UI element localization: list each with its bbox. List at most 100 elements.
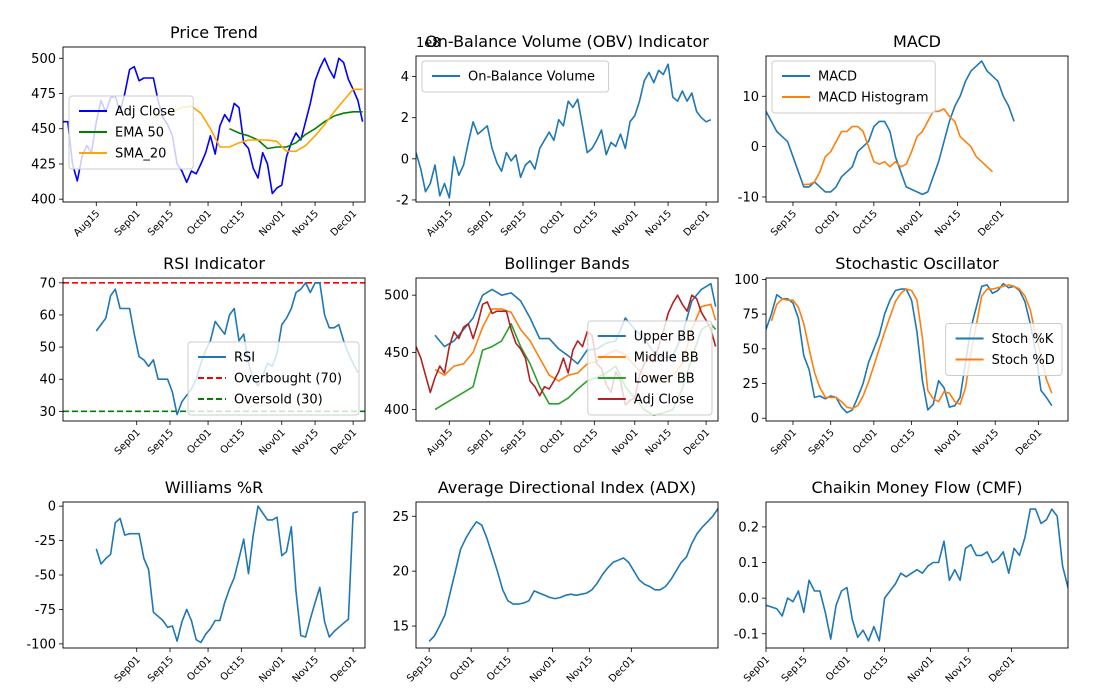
- cmf-ytick-label: 0.0: [738, 592, 759, 607]
- macd-ytick-label: 0: [751, 140, 759, 155]
- obv-title: On-Balance Volume (OBV) Indicator: [425, 32, 709, 51]
- adx-xtick-label: Oct15: [485, 654, 514, 683]
- adx-chart: Average Directional Index (ADX) 15 20 25 Sep…: [392, 478, 719, 685]
- bollinger-title: Bollinger Bands: [504, 254, 629, 273]
- adx-ytick-label: 15: [392, 620, 409, 635]
- price-trend-legend-label: SMA_20: [115, 147, 166, 162]
- price-trend-xtick-label: Aug15: [72, 208, 103, 239]
- price-trend-ytick-label: 475: [31, 87, 56, 102]
- price-trend-legend-label: Adj Close: [115, 105, 175, 120]
- williams-xtick-label: Oct01: [185, 654, 214, 683]
- williams-title: Williams %R: [165, 478, 263, 497]
- obv-xtick-label: Sep15: [499, 208, 529, 238]
- cmf-chart: Chaikin Money Flow (CMF) -0.1 0.0 0.1 0.2 Sep…: [734, 478, 1069, 685]
- williams-ytick-label: -25: [35, 534, 56, 549]
- stochastic-title: Stochastic Oscillator: [835, 254, 999, 273]
- obv-ytick-label: 0: [401, 152, 409, 167]
- obv-ytick-label: 2: [401, 111, 409, 126]
- price-trend-legend-box: [68, 95, 194, 170]
- price-trend-legend: Adj Close EMA 50 SMA_20: [68, 95, 194, 170]
- williams-xtick-label: Nov01: [257, 654, 288, 685]
- price-trend-xtick-label: Oct15: [218, 208, 247, 237]
- rsi-xtick-label: Dec01: [329, 427, 359, 457]
- stochastic-ytick-label: 100: [734, 273, 759, 288]
- stochastic-ytick-label: 75: [742, 308, 759, 323]
- rsi-ytick-label: 70: [39, 276, 56, 291]
- bollinger-ytick-label: 450: [384, 346, 409, 361]
- cmf-ytick-label: 0.1: [738, 556, 759, 571]
- bollinger-legend-label: Upper BB: [634, 330, 695, 345]
- stochastic-series-1-line: [770, 284, 1053, 410]
- stochastic-xtick-label: Sep01: [769, 427, 799, 457]
- bollinger-chart: Bollinger Bands 400 450 500 Aug15 Sep01 Sep15 O…: [384, 254, 719, 458]
- obv-xtick-label: Aug15: [425, 208, 456, 239]
- bollinger-xtick-label: Aug15: [425, 427, 456, 458]
- obv-ytick-label: 4: [401, 70, 409, 85]
- adx-axes-frame: [415, 501, 719, 649]
- bollinger-legend-box: [587, 320, 713, 416]
- obv-xtick-label: Nov01: [610, 208, 641, 239]
- adx-series-0-line: [428, 508, 718, 642]
- macd-ytick-label: 10: [742, 90, 759, 105]
- stochastic-xtick-label: Oct01: [851, 427, 880, 456]
- rsi-xtick-label: Oct15: [218, 427, 247, 456]
- price-trend-axes-frame: [62, 46, 366, 203]
- stochastic-legend: Stoch %K Stoch %D: [945, 323, 1063, 376]
- williams-xtick-label: Oct15: [218, 654, 247, 683]
- williams-ytick-label: 0: [48, 500, 56, 515]
- williams-xtick-label: Dec01: [329, 654, 359, 684]
- macd-title: MACD: [893, 32, 941, 51]
- macd-legend-label: MACD Histogram: [818, 91, 929, 106]
- obv-axes-frame: [415, 55, 719, 203]
- obv-ytick-label: -2: [396, 193, 409, 208]
- adx-ytick-label: 20: [392, 565, 409, 580]
- stochastic-legend-label: Stoch %K: [992, 332, 1054, 347]
- adx-xtick-label: Nov01: [528, 654, 559, 685]
- rsi-legend-label: RSI: [234, 351, 255, 366]
- cmf-title: Chaikin Money Flow (CMF): [812, 478, 1023, 497]
- williams-axes-frame: [62, 501, 366, 649]
- cmf-xtick-label: Sep15: [780, 654, 810, 684]
- bollinger-xtick-label: Oct15: [571, 427, 600, 456]
- bollinger-xtick-label: Nov15: [644, 427, 675, 458]
- stochastic-ytick-label: 25: [742, 377, 759, 392]
- cmf-xtick-label: Sep01: [742, 654, 772, 684]
- stochastic-xtick-label: Oct15: [889, 427, 918, 456]
- obv-xtick-label: Oct01: [538, 208, 567, 237]
- obv-legend: On-Balance Volume: [421, 60, 610, 93]
- cmf-xtick-label: Nov01: [906, 654, 937, 685]
- stochastic-xtick-label: Dec01: [1014, 427, 1044, 457]
- macd-series-0-line: [766, 60, 1015, 196]
- macd-xtick-label: Nov15: [933, 208, 964, 239]
- rsi-axes-frame: [62, 277, 366, 422]
- rsi-xtick-label: Sep01: [113, 427, 143, 457]
- adx-title: Average Directional Index (ADX): [438, 478, 696, 497]
- adx-xtick-label: Oct01: [448, 654, 477, 683]
- williams-series-0-line: [95, 505, 359, 644]
- cmf-ytick-label: 0.2: [738, 520, 759, 535]
- price-trend-xtick-label: Oct01: [185, 208, 214, 237]
- macd-legend-box: [771, 60, 936, 114]
- stochastic-xtick-label: Sep15: [807, 427, 837, 457]
- stochastic-axes-frame: [765, 277, 1069, 422]
- stochastic-legend-label: Stoch %D: [992, 353, 1055, 368]
- bollinger-xtick-label: Dec01: [682, 427, 712, 457]
- williams-xtick-label: Nov15: [291, 654, 322, 685]
- macd-legend-label: MACD: [818, 70, 857, 85]
- cmf-axes-frame: [765, 501, 1069, 649]
- rsi-legend-label: Overbought (70): [234, 372, 342, 387]
- stochastic-series-0-line: [766, 282, 1053, 414]
- cmf-xtick-label: Dec01: [987, 654, 1017, 684]
- macd-legend: MACD MACD Histogram: [771, 60, 936, 114]
- stochastic-legend-box: [945, 323, 1063, 376]
- bollinger-xtick-label: Sep01: [466, 427, 496, 457]
- stochastic-chart: Stochastic Oscillator 0 25 50 75 100 Sep01 Sep1…: [734, 254, 1069, 458]
- cmf-ytick-label: -0.1: [734, 627, 759, 642]
- price-trend-chart: Price Trend 400 425 450 475 500 Aug15 Sep01 Sep1…: [31, 23, 366, 239]
- price-trend-xtick-label: Sep01: [113, 208, 143, 238]
- bollinger-xtick-label: Sep15: [499, 427, 529, 457]
- price-trend-ytick-label: 425: [31, 157, 56, 172]
- macd-xtick-label: Nov01: [895, 208, 926, 239]
- rsi-xtick-label: Sep15: [146, 427, 176, 457]
